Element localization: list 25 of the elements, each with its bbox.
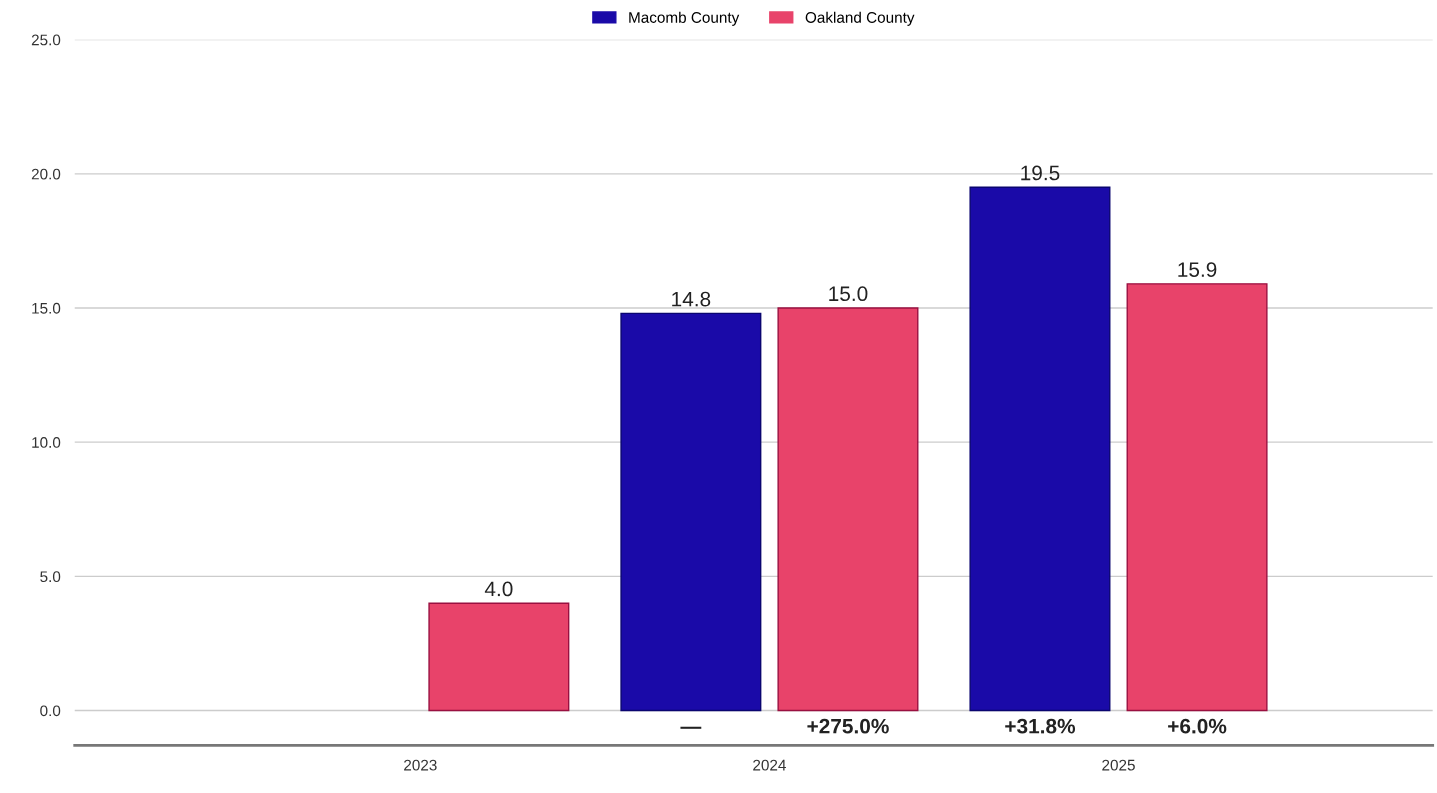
- y-tick-label: 15.0: [32, 302, 61, 314]
- bar: [620, 312, 762, 712]
- legend-label: Macomb County: [629, 11, 740, 26]
- y-tick-label: 10.0: [32, 437, 61, 448]
- data-label: 19.5: [1021, 165, 1060, 181]
- y-tick-label: 25.0: [31, 34, 61, 46]
- data-label: 15.0: [829, 286, 868, 302]
- annotation: +6.0%: [1168, 718, 1227, 734]
- annotation: +31.8%: [1005, 718, 1076, 734]
- data-label: 4.0: [484, 581, 513, 597]
- bar: [969, 186, 1111, 712]
- y-tick-label: 20.0: [31, 168, 61, 180]
- bar: [777, 307, 919, 712]
- bar: [428, 602, 570, 712]
- y-tick-label: 0.0: [40, 705, 61, 717]
- data-label: 14.8: [672, 291, 711, 307]
- data-label: 15.9: [1178, 262, 1217, 277]
- x-tick-label: 2025: [1102, 759, 1135, 771]
- annotation: +275.0%: [807, 718, 889, 734]
- x-tick-label: 2023: [404, 759, 437, 771]
- annotation: —: [680, 726, 702, 729]
- legend-label: Oakland County: [805, 11, 915, 26]
- y-tick-label: 5.0: [40, 571, 61, 583]
- bar: [1126, 283, 1268, 712]
- x-tick-label: 2024: [753, 759, 786, 771]
